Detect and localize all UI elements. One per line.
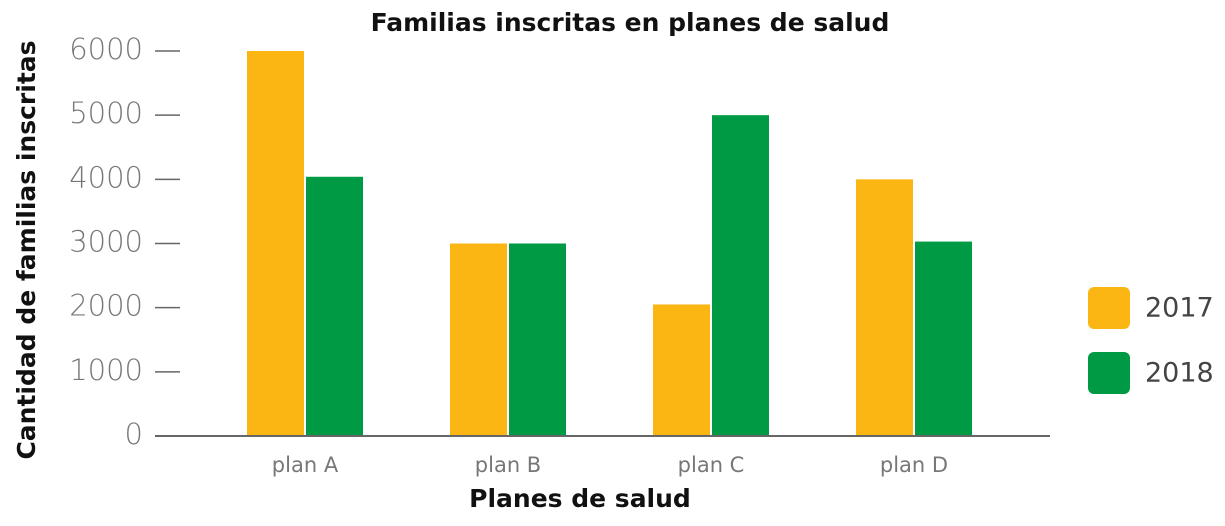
y-tick-label: 5000 xyxy=(69,96,143,130)
legend-swatch xyxy=(1088,287,1130,329)
x-axis-label: Planes de salud xyxy=(469,484,691,513)
bar xyxy=(306,176,363,436)
x-tick-label: plan B xyxy=(475,453,541,477)
chart-title: Familias inscritas en planes de salud xyxy=(371,8,890,37)
bar xyxy=(509,243,566,436)
y-axis-label: Cantidad de familias inscritas xyxy=(12,40,41,459)
y-tick-label: 4000 xyxy=(69,160,143,194)
legend-label: 2018 xyxy=(1145,358,1214,389)
x-tick-label: plan D xyxy=(880,453,948,477)
y-tick-label: 1000 xyxy=(69,353,143,387)
x-tick-label: plan C xyxy=(678,453,745,477)
bar xyxy=(653,304,710,436)
bar xyxy=(915,241,972,436)
bar xyxy=(247,51,304,436)
bar xyxy=(450,243,507,436)
bar xyxy=(712,115,769,437)
y-tick-label: 0 xyxy=(125,417,143,451)
bar xyxy=(856,179,913,437)
legend-swatch xyxy=(1088,352,1130,394)
y-tick-label: 6000 xyxy=(69,32,143,66)
y-tick-label: 3000 xyxy=(69,225,143,259)
legend-label: 2017 xyxy=(1145,293,1214,324)
y-tick-label: 2000 xyxy=(69,289,143,323)
x-tick-label: plan A xyxy=(272,453,339,477)
